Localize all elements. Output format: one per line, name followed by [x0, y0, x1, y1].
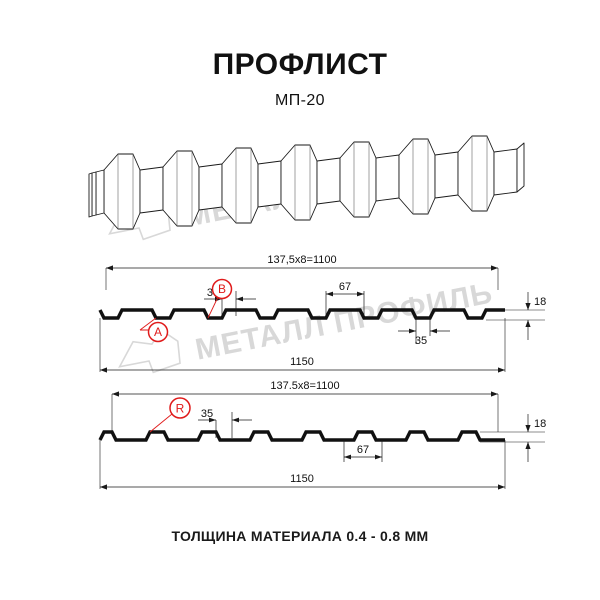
page-title: ПРОФЛИСТ [212, 48, 388, 81]
dim-67-top [325, 291, 365, 316]
dim-label-height-18-top: 18 [534, 296, 546, 308]
dim-67-bottom [343, 440, 383, 462]
callout-b-label: B [218, 282, 226, 296]
dim-1150-top [99, 318, 506, 373]
callout-b[interactable]: B [207, 278, 233, 319]
dim-height-18-bottom [480, 414, 545, 462]
dim-label-1150-bottom: 1150 [290, 473, 314, 485]
dim-label-top-1100-upper: 137,5x8=1100 [267, 254, 336, 266]
dim-height-18-top [486, 292, 545, 340]
page-subtitle: МП-20 [275, 92, 325, 109]
dim-label-67-bottom: 67 [357, 444, 369, 456]
dim-label-top-1100-lower: 137.5x8=1100 [270, 380, 339, 392]
profile-section-bottom [98, 430, 505, 442]
callout-a-label: A [154, 325, 162, 339]
dim-top-1100-lower [111, 391, 499, 432]
profiled-sheet-3d [88, 135, 525, 230]
dim-1150-bottom [99, 440, 506, 490]
dim-35-bottom [198, 412, 252, 438]
dim-top-1100-upper [105, 265, 499, 290]
callout-a[interactable]: A [139, 317, 169, 343]
dim-label-height-18-bottom: 18 [534, 418, 546, 430]
title-block: ПРОФЛИСТ МП-20 [0, 48, 600, 110]
profile-section-top [98, 308, 505, 320]
section-top: 137,5x8=1100 18 [98, 254, 546, 373]
dim-label-35-bottom: 35 [201, 408, 213, 420]
dim-label-1150-top: 1150 [290, 356, 314, 368]
dim-label-35-top-right: 35 [415, 335, 427, 347]
dim-35-top-right [398, 318, 450, 344]
section-bottom: 137.5x8=1100 18 [98, 380, 546, 490]
callout-r-label: R [176, 402, 185, 416]
dim-label-67-top: 67 [339, 281, 351, 293]
material-thickness-note: ТОЛЩИНА МАТЕРИАЛА 0.4 - 0.8 ММ [171, 528, 429, 544]
callout-r[interactable]: R [149, 397, 191, 433]
